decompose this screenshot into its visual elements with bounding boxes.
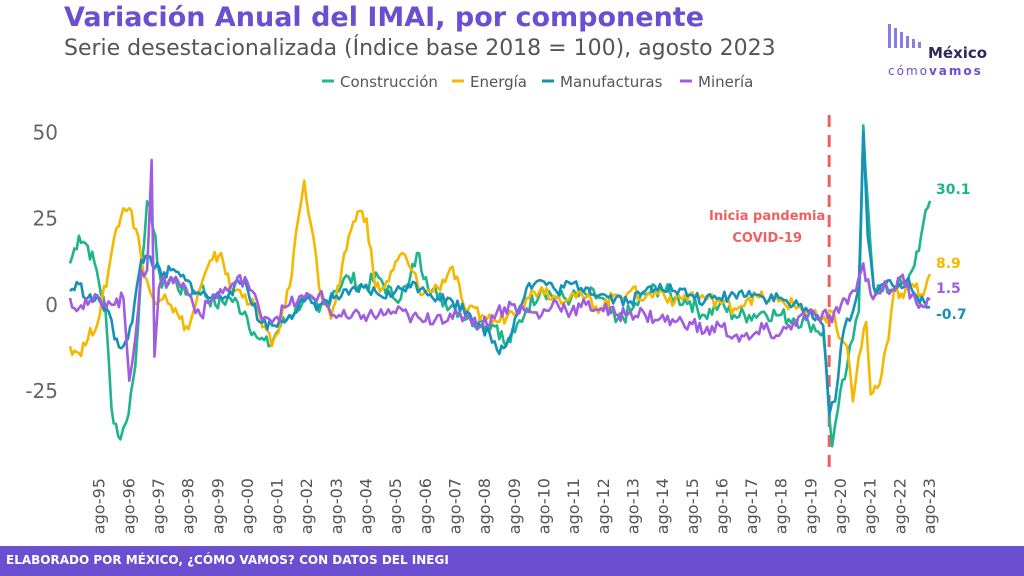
end-value-label: 8.9 bbox=[936, 256, 961, 272]
x-tick-label: ago-05 bbox=[386, 478, 405, 534]
x-tick-label: ago-12 bbox=[594, 478, 613, 534]
x-tick-label: ago-10 bbox=[534, 478, 553, 534]
legend-label: Minería bbox=[698, 73, 753, 91]
x-tick-label: ago-09 bbox=[505, 478, 524, 534]
x-tick-label: ago-15 bbox=[683, 478, 702, 534]
x-tick-label: ago-99 bbox=[208, 478, 227, 534]
legend-label: Construcción bbox=[340, 73, 438, 91]
y-tick-label: 25 bbox=[33, 207, 58, 231]
x-tick-label: ago-13 bbox=[623, 478, 642, 534]
logo-bars-icon bbox=[888, 24, 921, 48]
x-tick-label: ago-18 bbox=[772, 478, 791, 534]
annotation-line-2: COVID-19 bbox=[732, 231, 802, 246]
x-tick-label: ago-21 bbox=[861, 478, 880, 534]
x-tick-label: ago-03 bbox=[327, 478, 346, 534]
y-tick-label: 0 bbox=[45, 293, 58, 317]
series-line bbox=[69, 131, 931, 417]
line-chart: 50 25 0 -25 ago-95 ago-96 ago-97 ago-98 ago-99 ag… bbox=[25, 73, 971, 534]
x-tick-label: ago-11 bbox=[564, 478, 583, 534]
x-tick-label: ago-17 bbox=[742, 478, 761, 534]
legend-label: Energía bbox=[470, 73, 527, 91]
x-tick-label: ago-02 bbox=[297, 478, 316, 534]
footer-bar: ELABORADO POR MÉXICO, ¿CÓMO VAMOS? CON D… bbox=[0, 546, 1024, 576]
x-tick-label: ago-96 bbox=[119, 478, 138, 534]
x-tick-label: ago-22 bbox=[890, 478, 909, 534]
mexico-como-vamos-logo: México cómovamos bbox=[888, 22, 1008, 82]
x-tick-label: ago-06 bbox=[416, 478, 435, 534]
x-tick-label: ago-00 bbox=[238, 478, 257, 534]
logo-tagline: cómovamos bbox=[888, 64, 983, 78]
series-line bbox=[68, 158, 931, 382]
end-value-label: 1.5 bbox=[936, 281, 961, 297]
x-tick-label: ago-08 bbox=[475, 478, 494, 534]
x-tick-label: ago-16 bbox=[712, 478, 731, 534]
x-tick-label: ago-98 bbox=[179, 478, 198, 534]
series-line bbox=[68, 124, 932, 448]
end-value-label: -0.7 bbox=[936, 307, 967, 323]
series-line bbox=[68, 179, 932, 403]
x-tick-label: ago-97 bbox=[149, 478, 168, 534]
end-value-label: 30.1 bbox=[936, 182, 971, 198]
logo-word: México bbox=[928, 44, 988, 62]
chart-subtitle: Serie desestacionalizada (Índice base 20… bbox=[64, 36, 776, 61]
x-tick-label: ago-19 bbox=[801, 478, 820, 534]
x-tick-label: ago-07 bbox=[446, 478, 465, 534]
logo-tag-light: cómo bbox=[888, 64, 929, 78]
x-tick-label: ago-23 bbox=[920, 478, 939, 534]
chart-title: Variación Anual del IMAI, por componente bbox=[64, 2, 705, 33]
footer-source: ELABORADO POR MÉXICO, ¿CÓMO VAMOS? CON D… bbox=[6, 553, 449, 567]
x-tick-label: ago-04 bbox=[357, 478, 376, 534]
x-tick-label: ago-01 bbox=[268, 478, 287, 534]
annotation-line-1: Inicia pandemia bbox=[709, 209, 825, 224]
y-tick-label: -25 bbox=[25, 379, 58, 403]
x-tick-label: ago-14 bbox=[653, 478, 672, 534]
y-tick-label: 50 bbox=[33, 120, 58, 144]
x-tick-label: ago-20 bbox=[831, 478, 850, 534]
x-tick-label: ago-95 bbox=[90, 478, 109, 534]
logo-tag-bold: vamos bbox=[928, 64, 983, 78]
legend-label: Manufacturas bbox=[560, 73, 663, 91]
